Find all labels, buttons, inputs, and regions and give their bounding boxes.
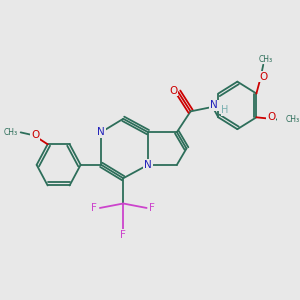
Text: O: O xyxy=(267,112,275,122)
Text: N: N xyxy=(144,160,152,170)
Text: CH₃: CH₃ xyxy=(258,55,272,64)
Text: O: O xyxy=(31,130,39,140)
Text: F: F xyxy=(120,230,126,240)
Text: H: H xyxy=(221,105,229,115)
Text: F: F xyxy=(149,203,155,213)
Text: CH₃: CH₃ xyxy=(4,128,18,137)
Text: N: N xyxy=(98,127,105,137)
Text: O: O xyxy=(259,72,267,82)
Text: O: O xyxy=(169,85,177,96)
Text: N: N xyxy=(210,100,218,110)
Text: CH₃: CH₃ xyxy=(286,115,300,124)
Text: F: F xyxy=(92,203,97,213)
